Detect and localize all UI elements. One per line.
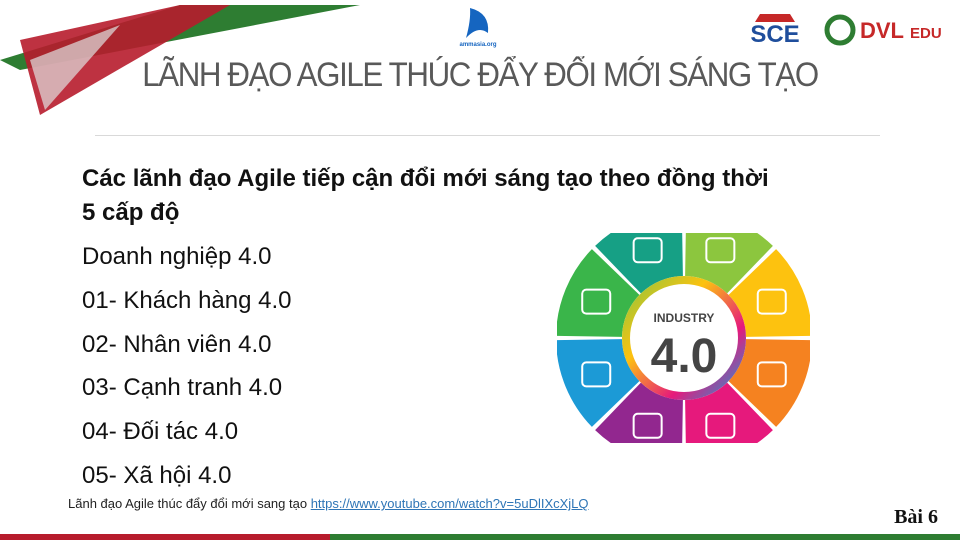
video-link[interactable]: https://www.youtube.com/watch?v=5uDlIXcX… — [310, 496, 589, 511]
footer-band — [0, 534, 960, 540]
list-item: 04- Đối tác 4.0 — [82, 418, 239, 446]
dvl-logo: DVL — [860, 18, 904, 43]
caption-text: Lãnh đạo Agile thúc đẩy đổi mới sang tạo — [68, 496, 308, 511]
segment-icon — [756, 361, 787, 388]
segment-icon — [581, 361, 612, 388]
wheel-segment — [728, 339, 810, 427]
slide-title: LÃNH ĐẠO AGILE THÚC ĐẨY ĐỔI MỚI SÁNG TẠO — [142, 56, 819, 94]
footer-band-red — [0, 534, 330, 540]
list-item: Doanh nghiệp 4.0 — [82, 243, 272, 270]
lesson-number: Bài 6 — [894, 506, 938, 528]
heading: Các lãnh đạo Agile tiếp cận đổi mới sáng… — [82, 165, 769, 226]
red-stripe — [20, 5, 230, 115]
ammasia-logo: ammasia.org — [459, 42, 496, 48]
segment-icon — [632, 237, 663, 264]
dvl-ring — [824, 14, 856, 46]
gray-stripe — [30, 25, 120, 110]
industry-image: INDUSTRY 4.0 — [557, 233, 810, 443]
ammasia-icon — [466, 8, 489, 38]
industry-label: INDUSTRY — [654, 311, 715, 325]
inner-ring — [622, 276, 746, 400]
divider — [95, 135, 880, 136]
segment-icon — [581, 288, 612, 315]
segment-icon — [705, 237, 736, 264]
industry-number: 4.0 — [651, 330, 718, 383]
list-item: 01- Khách hàng 4.0 — [82, 286, 292, 314]
segment-icon — [756, 288, 787, 315]
list-item: 05- Xã hội 4.0 — [82, 462, 232, 489]
sce-logo: SCE — [750, 21, 799, 48]
list-item: 03- Cạnh tranh 4.0 — [82, 374, 283, 402]
edu-logo: EDU — [910, 25, 942, 42]
wheel-segment — [557, 339, 640, 427]
segment-icon — [705, 412, 736, 439]
wheel-segment — [557, 249, 640, 337]
caption: Lãnh đạo Agile thúc đẩy đổi mới sang tạo… — [68, 496, 589, 511]
segment-icon — [632, 412, 663, 439]
wheel-segment — [728, 249, 810, 337]
sce-roof — [755, 14, 795, 22]
list-item: 02- Nhân viên 4.0 — [82, 330, 272, 358]
